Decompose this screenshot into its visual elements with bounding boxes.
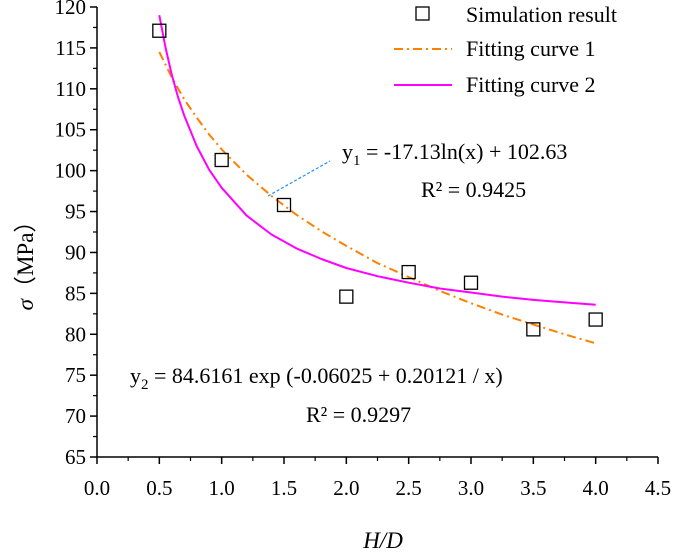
x-tick-label: 0.0	[84, 476, 110, 500]
data-point-marker	[276, 197, 292, 213]
x-tick-label: 0.5	[146, 476, 172, 500]
equation-2-subscript: 2	[141, 377, 149, 393]
y-tick-label: 110	[55, 77, 86, 101]
axes	[90, 6, 659, 464]
equation-1-text: y1 = -17.13ln(x) + 102.63	[342, 139, 567, 169]
plot-area: 0.0 0.5 1.0 1.5 2.0 2.5 3.0 3.5 4.0 4.5 65 70 75 80 85…	[55, 0, 672, 500]
y-tick-label: 65	[65, 445, 86, 469]
series-line-1	[158, 51, 596, 345]
x-tick-label: 2.0	[333, 476, 359, 500]
x-tick-label: 4.5	[645, 476, 671, 500]
legend-label-simulation: Simulation result	[466, 2, 617, 27]
y-tick-label: 70	[65, 404, 86, 428]
legend: Simulation result Fitting curve 1 Fittin…	[394, 2, 617, 97]
x-tick-label: 3.0	[458, 476, 484, 500]
y-axis-symbol: σ	[13, 297, 38, 310]
x-tick-label: 1.5	[271, 476, 297, 500]
equation-1-y: y	[342, 139, 353, 164]
data-point-marker	[463, 275, 479, 290]
equation-2-text: y2 = 84.6161 exp (-0.06025 + 0.20121 / x…	[130, 363, 503, 393]
y-tick-label: 120	[55, 0, 87, 19]
y-axis-title: σ（MPa）	[13, 210, 38, 311]
equation-1-subscript: 1	[353, 153, 361, 169]
y-tick-label: 115	[55, 36, 86, 60]
equation-2-body: = 84.6161 exp (-0.06025 + 0.20121 / x)	[149, 363, 503, 388]
tick-labels: 0.0 0.5 1.0 1.5 2.0 2.5 3.0 3.5 4.0 4.5 65 70 75 80 85…	[55, 0, 672, 500]
y-tick-label: 105	[55, 118, 87, 142]
equation-2-r2: R² = 0.9297	[306, 402, 411, 427]
legend-label-fit2: Fitting curve 2	[466, 72, 596, 97]
x-tick-label: 1.0	[209, 476, 235, 500]
data-point-marker	[526, 322, 541, 337]
data-point-marker	[152, 23, 167, 38]
data-point-marker	[339, 289, 354, 304]
data-point-marker	[214, 152, 229, 168]
y-tick-label: 85	[65, 281, 86, 305]
y-tick-label: 75	[65, 363, 86, 387]
x-tick-label: 2.5	[396, 476, 422, 500]
y-tick-label: 90	[65, 240, 86, 264]
equation-1-r2: R² = 0.9425	[421, 177, 526, 202]
data-point-marker	[401, 264, 416, 280]
y-tick-label: 100	[55, 159, 87, 183]
x-axis-title: H/D	[362, 528, 403, 553]
equation-1-body: = -17.13ln(x) + 102.63	[361, 139, 568, 164]
x-tick-label: 3.5	[520, 476, 546, 500]
legend-marker-simulation	[415, 6, 430, 21]
y-tick-label: 95	[65, 200, 86, 224]
legend-label-fit1: Fitting curve 1	[466, 36, 596, 61]
y-tick-label: 80	[65, 322, 86, 346]
equation-1-leader-line	[267, 160, 331, 197]
series-line-2	[158, 15, 596, 306]
y-axis-unit: （MPa）	[13, 210, 38, 299]
equation-2-y: y	[130, 363, 141, 388]
x-tick-label: 4.0	[583, 476, 609, 500]
series-layer	[152, 15, 603, 345]
data-point-marker	[588, 312, 603, 327]
